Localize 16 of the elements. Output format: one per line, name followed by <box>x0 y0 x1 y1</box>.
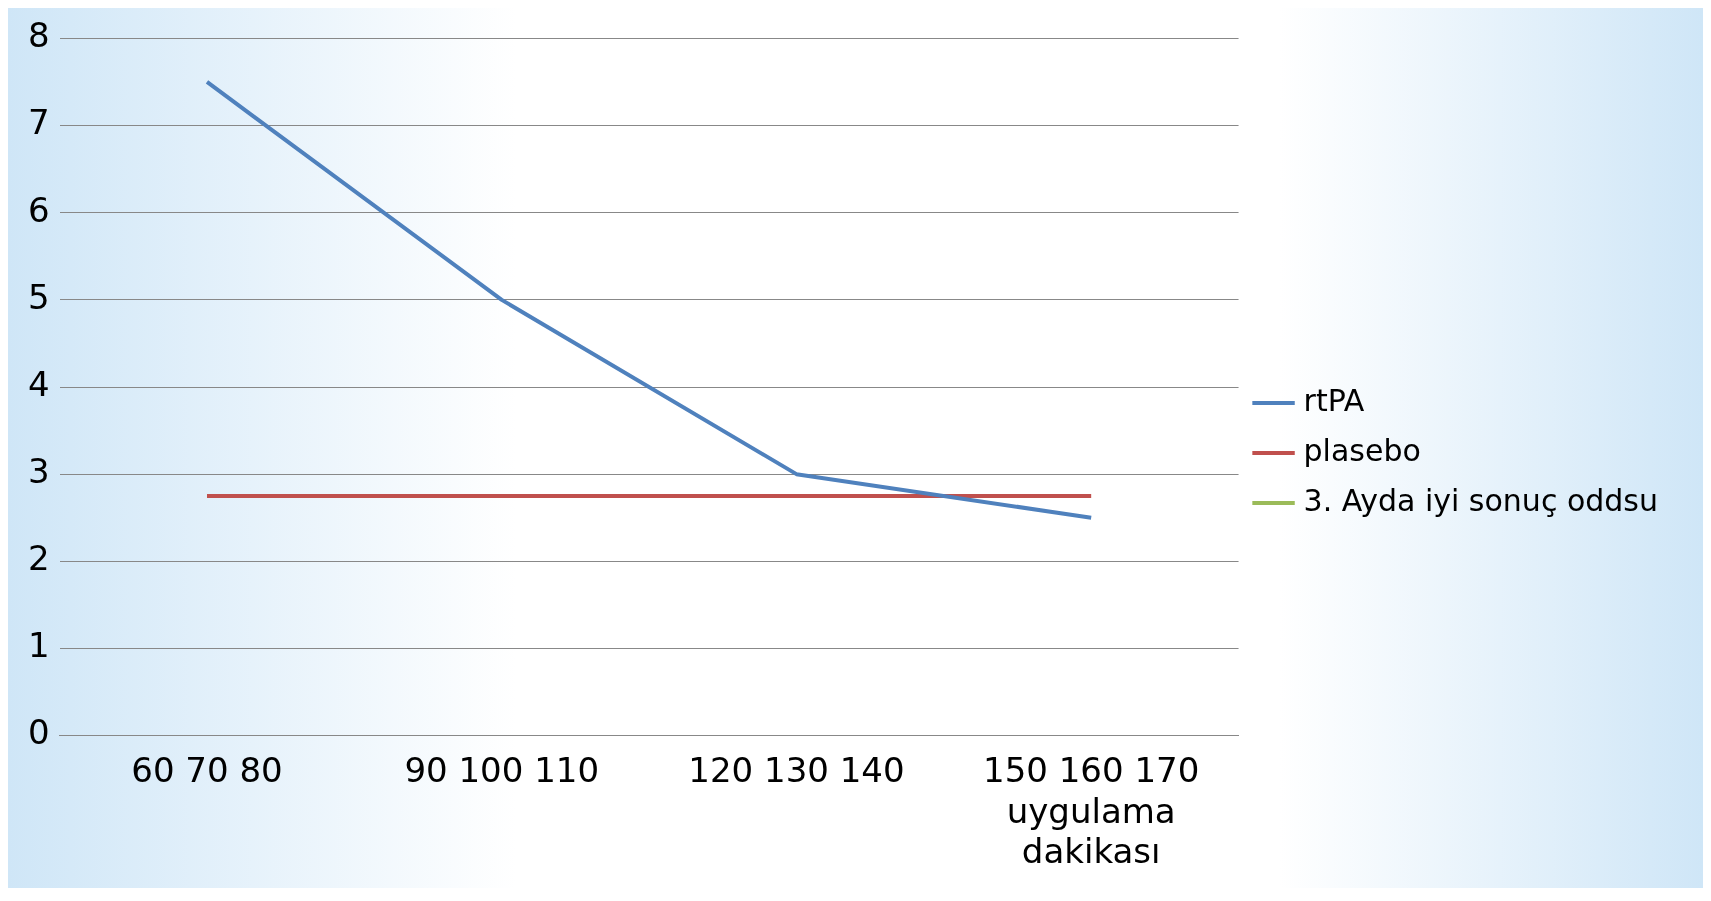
y-tick-label: 7 <box>27 102 50 143</box>
y-tick-label: 3 <box>27 450 50 491</box>
y-tick-label: 5 <box>27 276 50 317</box>
legend-label: rtPA <box>1303 382 1365 418</box>
y-tick-label: 0 <box>27 712 50 753</box>
y-tick-label: 2 <box>27 538 50 579</box>
x-tick-label: 150 160 170 uygulama dakikası <box>983 749 1200 872</box>
x-tick-label: 60 70 80 <box>131 749 283 790</box>
x-tick-label: 90 100 110 <box>404 749 600 790</box>
legend-label: 3. Ayda iyi sonuç oddsu <box>1303 482 1658 518</box>
y-tick-label: 8 <box>27 15 50 56</box>
legend-label: plasebo <box>1303 432 1421 468</box>
y-tick-label: 4 <box>27 363 50 404</box>
y-tick-label: 6 <box>27 189 50 230</box>
y-tick-label: 1 <box>27 625 50 666</box>
x-tick-label: 120 130 140 <box>688 749 905 790</box>
